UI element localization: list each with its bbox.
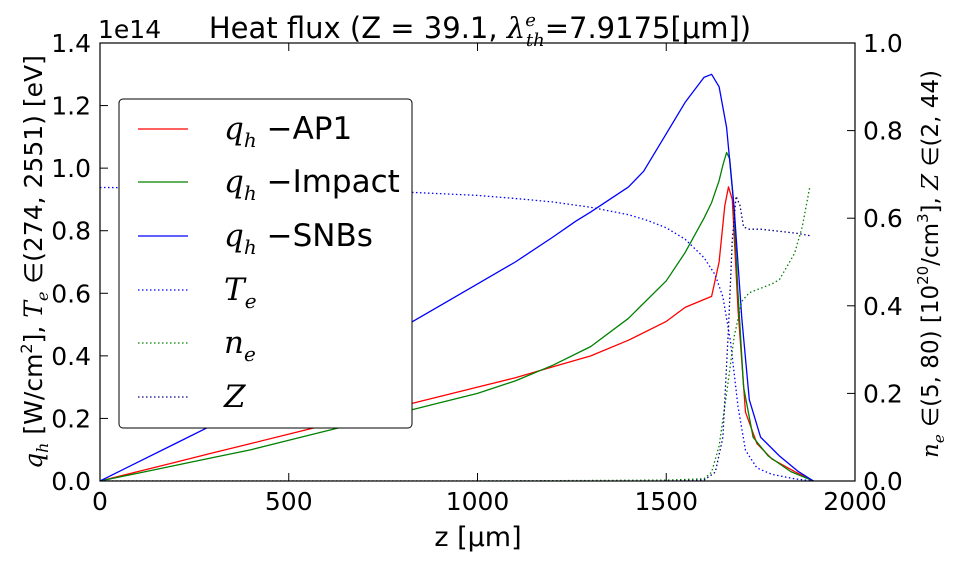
legend-label-3: Te xyxy=(224,272,257,313)
x-tick-label: 2000 xyxy=(823,487,887,516)
chart-title: Heat flux (Z = 39.1, λe th=7.9175[μm]) xyxy=(209,10,751,51)
legend-label-2: qh −SNBs xyxy=(224,218,373,259)
x-tick-label: 1500 xyxy=(634,487,698,516)
legend-box xyxy=(118,98,413,429)
x-tick-label: 500 xyxy=(265,487,313,516)
x-axis-label: z [μm] xyxy=(434,522,521,553)
y-tick-label-left: 1.2 xyxy=(51,92,91,121)
y-tick-label-left: 0.6 xyxy=(51,279,91,308)
y-tick-label-right: 0.4 xyxy=(863,292,903,321)
ticks-layer: 0 500 1000 1500 20000.00.20.40.60.81.01.21.4… xyxy=(51,29,903,516)
x-tick-label: 0 xyxy=(92,487,108,516)
y-tick-label-left: 1.4 xyxy=(51,29,91,58)
y-tick-label-left: 0.8 xyxy=(51,217,91,246)
y-axis-offset-text: 1e14 xyxy=(98,15,161,44)
y-tick-label-left: 0.0 xyxy=(51,467,91,496)
y-tick-label-right: 0.2 xyxy=(863,379,903,408)
series-line-1 xyxy=(100,151,814,481)
legend-label-0: qh −AP1 xyxy=(224,111,352,152)
y-tick-label-right: 0.8 xyxy=(863,117,903,146)
y-tick-label-left: 1.0 xyxy=(51,154,91,183)
y-tick-label-right: 1.0 xyxy=(863,29,903,58)
legend-label-4: ne xyxy=(224,325,256,366)
y-tick-label-right: 0.0 xyxy=(863,467,903,496)
y-axis-label-left: qh [W/cm2], Te ∈(274, 2551) [eV] xyxy=(17,55,52,469)
y-tick-label-right: 0.6 xyxy=(863,204,903,233)
legend-label-1: qh −Impact xyxy=(224,164,400,205)
y-axis-label-right: ne ∈(5, 80) [1020/cm3], Z ∈(2, 44) xyxy=(914,70,948,458)
legend-label-5: Z xyxy=(223,379,246,415)
y-tick-label-left: 0.4 xyxy=(51,342,91,371)
x-tick-label: 1000 xyxy=(446,487,510,516)
legend: qh −AP1 qh −Impact qh −SNBs Te ne Z xyxy=(118,98,413,429)
y-tick-label-left: 0.2 xyxy=(51,404,91,433)
